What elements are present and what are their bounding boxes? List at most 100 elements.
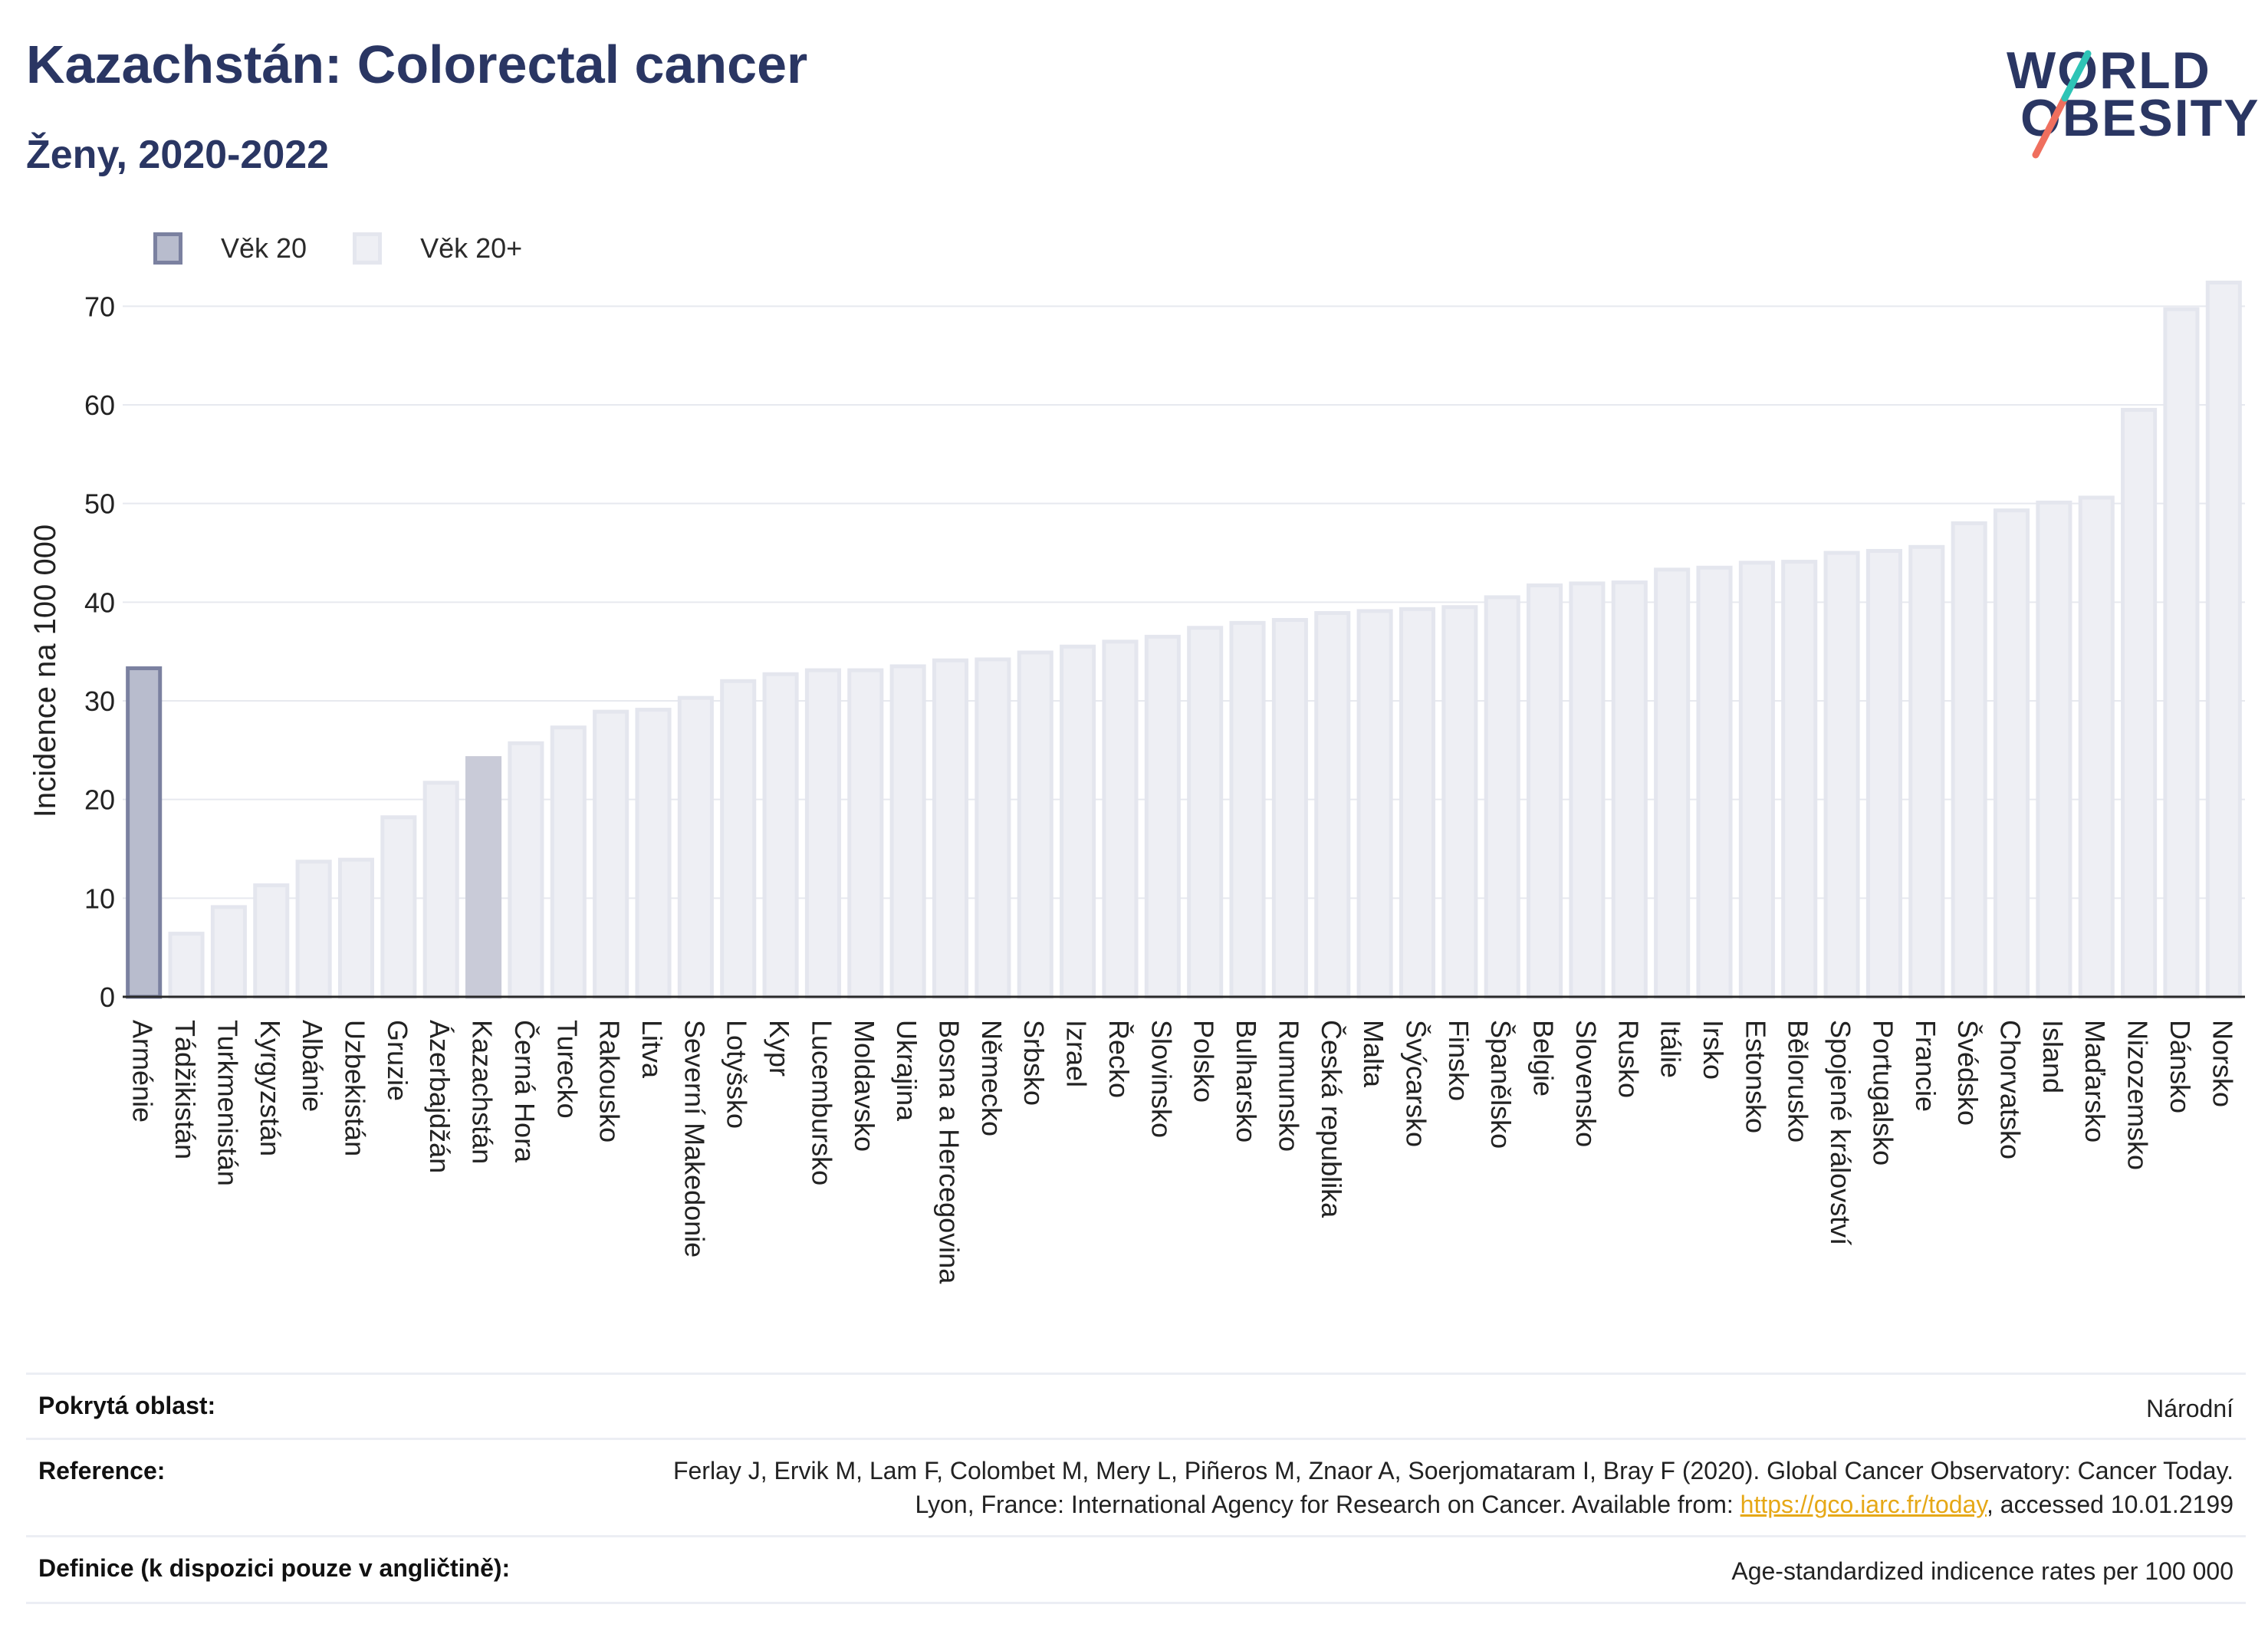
x-tick-label: Švédsko bbox=[1952, 1020, 1984, 1126]
bar[interactable] bbox=[422, 781, 459, 999]
x-tick-label: Portugalsko bbox=[1867, 1020, 1898, 1165]
bar[interactable] bbox=[1611, 580, 1648, 999]
x-tick-label: Uzbekistán bbox=[339, 1020, 370, 1156]
bar[interactable] bbox=[1738, 561, 1775, 999]
x-tick-label: Srbsko bbox=[1018, 1020, 1050, 1106]
bar[interactable] bbox=[168, 932, 205, 999]
y-tick-label: 40 bbox=[84, 587, 115, 618]
bar[interactable] bbox=[762, 672, 799, 999]
bar[interactable] bbox=[1484, 595, 1520, 999]
x-tick-label: Lotyšsko bbox=[721, 1020, 753, 1129]
bar[interactable] bbox=[1441, 605, 1478, 999]
bar[interactable] bbox=[2121, 407, 2158, 999]
x-tick-label: Kypr bbox=[764, 1020, 795, 1077]
x-tick-label: Slovinsko bbox=[1146, 1020, 1177, 1138]
bar[interactable] bbox=[1908, 544, 1945, 999]
bar[interactable] bbox=[337, 857, 375, 999]
bar[interactable] bbox=[1654, 567, 1691, 999]
bar[interactable] bbox=[720, 679, 757, 999]
x-tick-label: Lucembursko bbox=[806, 1020, 837, 1185]
bar[interactable] bbox=[2036, 500, 2072, 999]
reference-link[interactable]: https://gco.iarc.fr/today bbox=[1740, 1491, 1987, 1518]
x-tick-label: Turecko bbox=[551, 1020, 583, 1119]
bar[interactable] bbox=[1569, 581, 1606, 999]
bar[interactable] bbox=[126, 666, 163, 999]
bar[interactable] bbox=[1356, 609, 1393, 999]
legend-swatch-age-20 bbox=[153, 232, 182, 265]
bar[interactable] bbox=[1399, 607, 1436, 999]
x-tick-label: Litva bbox=[636, 1020, 668, 1079]
legend-item-age-20-plus[interactable]: Věk 20+ bbox=[353, 232, 522, 265]
x-tick-label: Francie bbox=[1910, 1020, 1941, 1112]
bar[interactable] bbox=[1144, 634, 1181, 999]
bar[interactable] bbox=[1017, 650, 1053, 999]
bar[interactable] bbox=[2078, 495, 2115, 999]
bar[interactable] bbox=[1993, 508, 2030, 999]
y-tick-label: 70 bbox=[84, 291, 115, 322]
bar[interactable] bbox=[593, 709, 629, 999]
bar[interactable] bbox=[550, 725, 587, 999]
bar[interactable] bbox=[1781, 560, 1818, 999]
bar[interactable] bbox=[1102, 639, 1139, 999]
x-tick-label: Bosna a Hercegovina bbox=[934, 1020, 965, 1284]
x-tick-label: Bulharsko bbox=[1231, 1020, 1262, 1142]
legend-item-age-20[interactable]: Věk 20 bbox=[153, 232, 307, 265]
bar[interactable] bbox=[1271, 617, 1308, 999]
footer-row-definition: Definice (k dispozici pouze v angličtině… bbox=[26, 1535, 2246, 1604]
bar[interactable] bbox=[253, 883, 290, 999]
x-tick-label: Ázerbajdžán bbox=[424, 1020, 455, 1173]
x-tick-label: Rakousko bbox=[594, 1020, 626, 1142]
reference-value: Ferlay J, Ervik M, Lam F, Colombet M, Me… bbox=[608, 1454, 2233, 1521]
bar[interactable] bbox=[847, 668, 884, 999]
coverage-label: Pokrytá oblast: bbox=[38, 1392, 216, 1419]
footer-row-reference: Reference: Ferlay J, Ervik M, Lam F, Col… bbox=[26, 1438, 2246, 1535]
y-tick-label: 20 bbox=[84, 784, 115, 816]
bar[interactable] bbox=[1187, 626, 1224, 999]
definition-label: Definice (k dispozici pouze v angličtině… bbox=[38, 1554, 511, 1582]
bar[interactable] bbox=[677, 695, 714, 999]
bar[interactable] bbox=[1951, 521, 1987, 999]
footer-row-coverage: Pokrytá oblast: Národní bbox=[26, 1373, 2246, 1438]
bar[interactable] bbox=[1865, 548, 1902, 999]
bar[interactable] bbox=[635, 708, 672, 999]
x-tick-label: Ukrajina bbox=[891, 1020, 922, 1122]
x-tick-label: Kazachstán bbox=[467, 1020, 498, 1164]
x-tick-label: Itálie bbox=[1655, 1020, 1687, 1078]
legend-swatch-age-20-plus bbox=[353, 232, 383, 265]
bar[interactable] bbox=[380, 815, 417, 999]
bar[interactable] bbox=[1229, 620, 1266, 999]
x-tick-label: Estonsko bbox=[1740, 1020, 1771, 1133]
x-tick-label: Norsko bbox=[2207, 1020, 2238, 1107]
x-tick-label: Chorvatsko bbox=[1995, 1020, 2026, 1159]
y-tick-label: 0 bbox=[100, 981, 115, 1013]
x-tick-label: Turkmenistán bbox=[212, 1020, 243, 1186]
axes: 0 10 20 30 40 50 60 70 Arménie Tádžikistán Turkmen… bbox=[84, 291, 2245, 1284]
x-tick-label: Maďarsko bbox=[2079, 1020, 2111, 1142]
bar[interactable] bbox=[804, 668, 841, 999]
x-tick-label: Rumunsko bbox=[1273, 1020, 1304, 1152]
x-tick-label: Izrael bbox=[1061, 1020, 1093, 1087]
bar[interactable] bbox=[1527, 583, 1563, 999]
bar[interactable] bbox=[465, 756, 502, 999]
bar[interactable] bbox=[210, 905, 247, 999]
y-tick-label: 50 bbox=[84, 488, 115, 520]
bar[interactable] bbox=[2205, 280, 2242, 999]
x-tick-label: Švýcarsko bbox=[1400, 1020, 1431, 1147]
bar[interactable] bbox=[1060, 644, 1096, 999]
x-tick-label: Finsko bbox=[1443, 1020, 1474, 1101]
x-tick-label: Belgie bbox=[1528, 1020, 1560, 1096]
x-tick-label: Moldavsko bbox=[849, 1020, 880, 1152]
bar[interactable] bbox=[2163, 307, 2200, 999]
x-tick-label: Albánie bbox=[297, 1020, 328, 1112]
bar[interactable] bbox=[889, 664, 926, 999]
bar[interactable] bbox=[975, 657, 1011, 999]
logo-text-world: WORLD bbox=[2007, 41, 2211, 100]
bar[interactable] bbox=[508, 741, 544, 999]
bar[interactable] bbox=[932, 658, 969, 999]
bar[interactable] bbox=[1314, 610, 1351, 999]
bar[interactable] bbox=[1696, 565, 1733, 999]
bar[interactable] bbox=[295, 860, 332, 999]
x-tick-label: Tádžikistán bbox=[169, 1020, 201, 1159]
x-tick-label: Německo bbox=[976, 1020, 1007, 1136]
bar[interactable] bbox=[1823, 551, 1860, 999]
